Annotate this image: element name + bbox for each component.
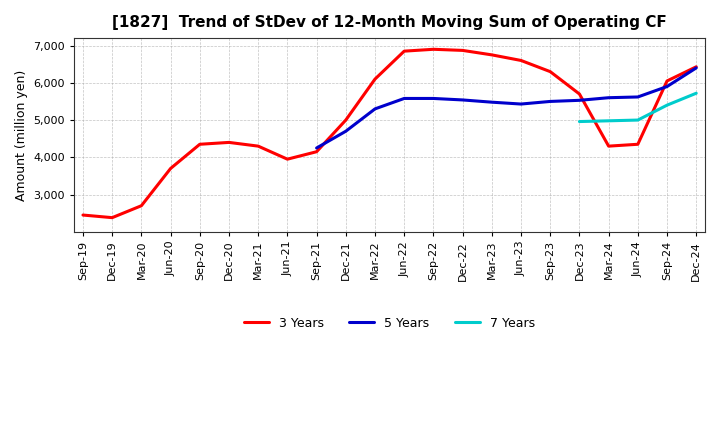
5 Years xyxy=(692,65,701,70)
Line: 5 Years: 5 Years xyxy=(317,68,696,148)
7 Years xyxy=(634,117,642,123)
3 Years xyxy=(108,215,117,220)
5 Years xyxy=(341,128,350,134)
3 Years xyxy=(254,143,263,149)
Line: 3 Years: 3 Years xyxy=(83,49,696,218)
3 Years xyxy=(634,142,642,147)
5 Years xyxy=(487,99,496,105)
3 Years xyxy=(225,140,233,145)
7 Years xyxy=(575,119,584,124)
3 Years xyxy=(692,64,701,70)
3 Years xyxy=(546,69,554,74)
5 Years xyxy=(400,96,408,101)
Title: [1827]  Trend of StDev of 12-Month Moving Sum of Operating CF: [1827] Trend of StDev of 12-Month Moving… xyxy=(112,15,667,30)
3 Years xyxy=(575,92,584,97)
5 Years xyxy=(662,84,671,89)
5 Years xyxy=(429,96,438,101)
5 Years xyxy=(517,101,526,106)
3 Years xyxy=(604,143,613,149)
3 Years xyxy=(195,142,204,147)
7 Years xyxy=(662,103,671,108)
3 Years xyxy=(400,48,408,54)
3 Years xyxy=(459,48,467,53)
3 Years xyxy=(166,166,175,171)
5 Years xyxy=(459,97,467,103)
3 Years xyxy=(517,58,526,63)
Legend: 3 Years, 5 Years, 7 Years: 3 Years, 5 Years, 7 Years xyxy=(240,312,540,335)
5 Years xyxy=(371,106,379,111)
7 Years xyxy=(692,91,701,96)
5 Years xyxy=(604,95,613,100)
5 Years xyxy=(312,145,321,150)
3 Years xyxy=(312,149,321,154)
3 Years xyxy=(78,213,87,218)
5 Years xyxy=(546,99,554,104)
3 Years xyxy=(662,78,671,84)
3 Years xyxy=(341,117,350,123)
5 Years xyxy=(634,94,642,99)
7 Years xyxy=(604,118,613,124)
3 Years xyxy=(429,47,438,52)
Line: 7 Years: 7 Years xyxy=(580,93,696,121)
3 Years xyxy=(283,157,292,162)
Y-axis label: Amount (million yen): Amount (million yen) xyxy=(15,70,28,201)
3 Years xyxy=(371,77,379,82)
3 Years xyxy=(137,203,145,209)
5 Years xyxy=(575,98,584,103)
3 Years xyxy=(487,52,496,58)
